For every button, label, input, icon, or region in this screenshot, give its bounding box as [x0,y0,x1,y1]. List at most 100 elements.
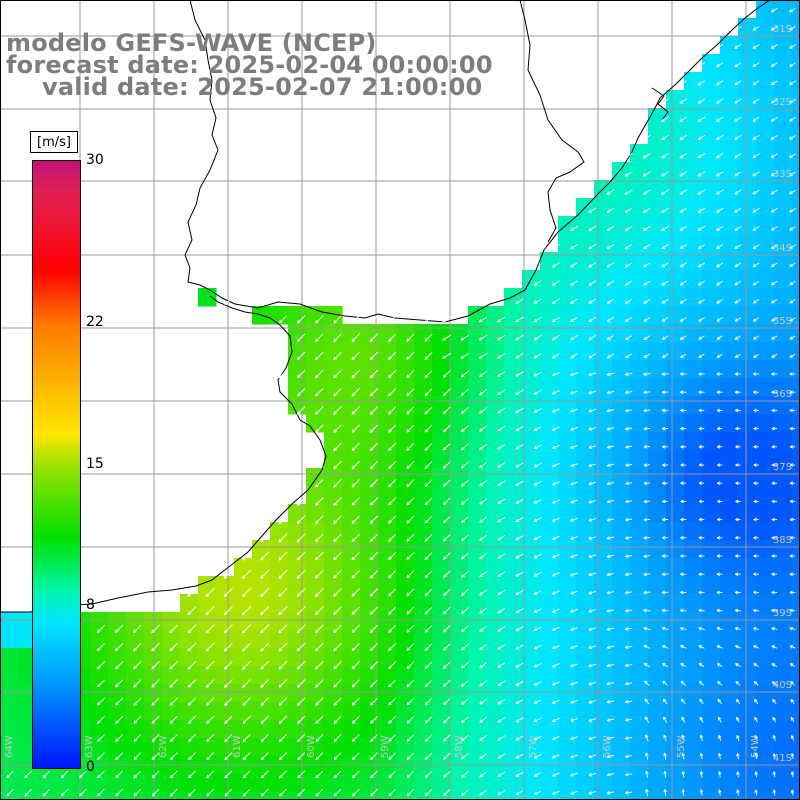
wind-arrow [661,372,669,376]
wind-arrow [661,536,669,540]
wind-speed-cell [504,630,523,649]
wind-arrow [151,642,160,652]
wind-speed-cell [756,378,775,397]
wind-arrow [497,444,506,450]
wind-arrow [716,153,724,159]
wind-speed-cell [504,450,523,469]
wind-arrow [697,262,706,268]
colorbar-units: [m/s] [30,131,78,153]
wind-arrow [789,463,796,467]
wind-arrow [443,789,451,797]
wind-arrow [734,98,742,104]
wind-speed-cell [432,360,451,379]
wind-speed-cell [666,576,685,595]
latitude-label: 33S [773,169,792,180]
wind-arrow [588,372,597,377]
wind-arrow [752,153,760,159]
wind-speed-cell [270,558,289,577]
wind-speed-cell [504,576,523,595]
wind-arrow [96,642,106,652]
wind-speed-cell [594,522,613,541]
wind-speed-cell [360,558,379,577]
wind-arrow [278,715,288,725]
wind-speed-cell [630,522,649,541]
wind-speed-cell [126,612,145,631]
wind-arrow [515,753,524,759]
wind-speed-cell [756,468,775,487]
wind-arrow [369,642,379,652]
wind-speed-cell [108,774,127,793]
wind-speed-cell [126,630,145,649]
wind-speed-cell [522,738,541,757]
wind-arrow [315,788,324,797]
wind-arrow [315,642,324,652]
wind-speed-cell [360,774,379,793]
wind-speed-cell [270,306,289,325]
wind-speed-cell [792,36,800,55]
wind-arrow [333,734,342,743]
wind-speed-cell [252,540,271,559]
colorbar-tick-label: 0 [86,759,95,775]
wind-speed-cell [162,648,181,667]
wind-arrow [680,572,687,577]
wind-arrow [551,553,560,559]
wind-speed-cell [396,774,415,793]
wind-speed-cell [234,648,253,667]
wind-speed-cell [594,504,613,523]
wind-speed-cell [702,306,721,325]
wind-arrow [662,680,668,686]
wind-arrow [680,353,687,359]
wind-speed-cell [198,576,217,595]
wind-arrow [771,408,778,413]
wind-speed-cell [540,738,559,757]
wind-arrow [479,789,487,796]
wind-arrow [570,754,578,759]
wind-speed-cell [432,486,451,505]
wind-speed-cell [630,180,649,199]
wind-speed-cell [594,468,613,487]
wind-speed-cell [756,36,775,55]
wind-speed-cell [792,720,800,739]
wind-speed-cell [324,414,343,433]
wind-speed-cell [324,324,343,343]
wind-arrow [625,408,633,413]
wind-arrow [570,243,579,250]
wind-arrow [606,316,615,322]
wind-arrow [169,624,179,634]
wind-speed-cell [558,792,577,800]
wind-arrow [351,697,360,706]
wind-arrow [570,390,579,395]
wind-arrow [497,789,506,796]
wind-speed-cell [504,720,523,739]
wind-speed-cell [18,684,37,703]
wind-speed-cell [216,702,235,721]
wind-speed-cell [702,396,721,415]
wind-arrow [551,608,560,613]
wind-speed-cell [648,378,667,397]
wind-arrow [369,424,379,433]
wind-speed-cell [414,558,433,577]
wind-arrow [716,98,724,104]
wind-arrow [679,244,688,250]
wind-speed-cell [720,126,739,145]
wind-arrow [515,498,524,504]
wind-arrow [606,189,615,195]
wind-arrow [734,116,742,122]
wind-arrow [424,570,433,579]
wind-speed-cell [702,198,721,217]
wind-speed-cell [288,522,307,541]
wind-speed-cell [396,468,415,487]
wind-arrow [752,171,760,177]
longitude-label: 63W [84,735,95,758]
wind-arrow [588,408,597,413]
wind-arrow [625,463,633,467]
wind-arrow [278,369,288,379]
wind-speed-cell [18,648,37,667]
wind-speed-cell [288,396,307,415]
wind-arrow [460,461,469,469]
wind-arrow [424,752,433,760]
wind-arrow [661,280,669,286]
wind-arrow [698,590,705,595]
wind-arrow [661,390,669,395]
